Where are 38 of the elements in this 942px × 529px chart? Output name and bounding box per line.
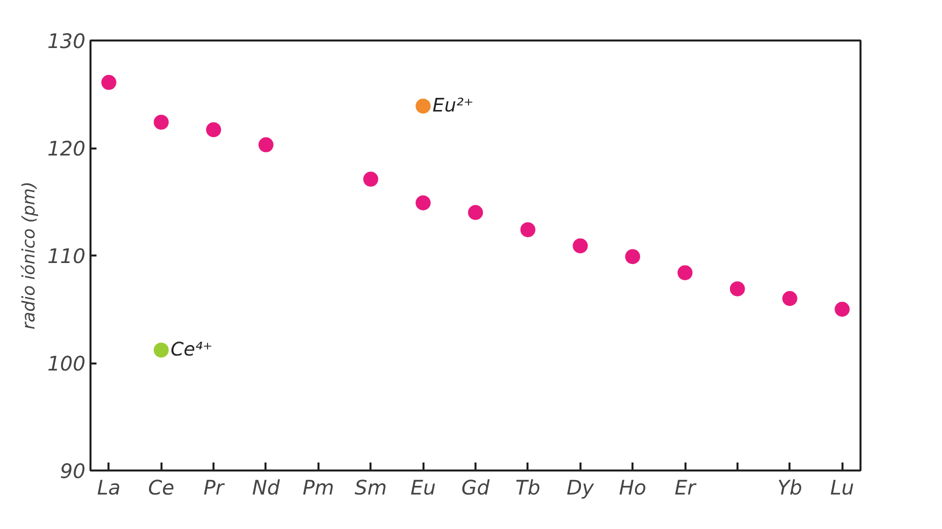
point bbox=[258, 137, 274, 152]
point bbox=[416, 98, 431, 114]
point bbox=[101, 74, 116, 90]
point bbox=[782, 291, 798, 306]
y-tick-label: 90 bbox=[60, 459, 86, 483]
x-tick-label: Er bbox=[674, 476, 698, 500]
point bbox=[206, 122, 222, 138]
point bbox=[572, 238, 588, 254]
x-tick-label: Dy bbox=[566, 476, 596, 500]
x-tick-label: Tb bbox=[515, 476, 540, 500]
y-axis-title: radio iónico (pm) bbox=[19, 182, 40, 330]
x-tick-label: Lu bbox=[830, 476, 854, 500]
x-tick-label: Ho bbox=[619, 476, 646, 500]
x-tick-label: Pr bbox=[203, 476, 226, 500]
x-tick-label: Gd bbox=[461, 476, 490, 500]
series-label: Ce⁴⁺ bbox=[170, 340, 212, 361]
y-tick-label: 100 bbox=[47, 352, 86, 376]
x-tick-label: Nd bbox=[252, 476, 280, 500]
y-tick-label: 110 bbox=[47, 244, 86, 268]
point bbox=[154, 114, 169, 130]
x-tick-label: Sm bbox=[354, 476, 387, 500]
point bbox=[416, 195, 431, 210]
point bbox=[363, 172, 378, 187]
point bbox=[154, 342, 169, 358]
y-tick-label: 130 bbox=[47, 29, 86, 53]
point bbox=[625, 249, 640, 264]
series-label: Eu²⁺ bbox=[432, 96, 474, 117]
point bbox=[468, 205, 483, 220]
point bbox=[678, 265, 693, 280]
x-tick-label: Ce bbox=[148, 476, 174, 500]
point bbox=[730, 281, 745, 296]
y-tick-label: 120 bbox=[47, 136, 86, 160]
x-tick-label: Pm bbox=[302, 476, 334, 500]
point bbox=[520, 222, 536, 238]
x-tick-label: Yb bbox=[777, 476, 802, 500]
point bbox=[834, 302, 850, 317]
x-tick-label: Eu bbox=[410, 476, 436, 500]
x-tick-label: La bbox=[97, 476, 121, 500]
